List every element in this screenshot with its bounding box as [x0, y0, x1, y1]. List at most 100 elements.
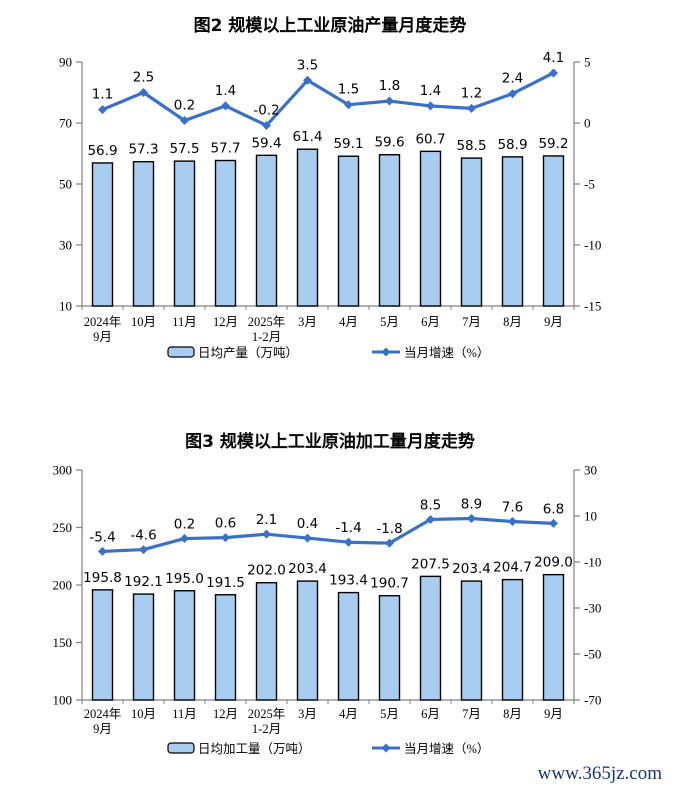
bar — [378, 594, 401, 701]
x-axis-label: 5月 — [380, 707, 399, 721]
bar-value-label: 202.0 — [247, 563, 286, 579]
line-value-label: 0.6 — [215, 516, 236, 532]
line-value-label: 1.5 — [338, 82, 359, 98]
line-value-label: 3.5 — [297, 57, 318, 73]
x-axis-label: 6月 — [421, 707, 440, 721]
chart-title: 图2 规模以上工业原油产量月度走势 — [194, 15, 467, 36]
line-value-label: 1.4 — [215, 83, 236, 99]
line-value-label: 2.5 — [133, 70, 154, 86]
left-axis-tick-label: 50 — [59, 177, 72, 192]
line-marker-diamond — [262, 120, 271, 130]
x-axis-label: 1-2月 — [252, 722, 281, 736]
line-value-label: -0.2 — [253, 102, 279, 118]
legend-line-marker-diamond — [381, 743, 391, 753]
x-axis-label: 2025年 — [248, 315, 286, 329]
right-axis-tick-label: -50 — [584, 647, 601, 662]
line-value-label: 7.6 — [502, 500, 523, 516]
x-axis-label: 7月 — [462, 315, 481, 329]
bar — [460, 580, 483, 701]
line-marker-diamond — [303, 533, 312, 543]
x-axis-label: 10月 — [131, 315, 156, 329]
line-marker-diamond — [303, 75, 312, 85]
line-marker-diamond — [426, 101, 435, 111]
bar — [419, 575, 442, 701]
right-axis-tick-label: -15 — [584, 299, 601, 314]
right-axis-tick-label: -10 — [584, 238, 601, 253]
x-axis-label: 3月 — [298, 315, 317, 329]
line-value-label: 1.1 — [92, 87, 113, 103]
line-value-label: 4.1 — [543, 50, 564, 66]
x-axis-label: 1-2月 — [252, 330, 281, 344]
line-marker-diamond — [467, 103, 476, 113]
x-axis-label: 3月 — [298, 707, 317, 721]
line-marker-diamond — [385, 96, 394, 106]
x-axis-label: 9月 — [93, 722, 112, 736]
bar — [255, 581, 278, 701]
x-axis-label: 9月 — [544, 707, 563, 721]
line-marker-diamond — [344, 100, 353, 110]
line-value-label: 2.1 — [256, 512, 277, 528]
right-axis-tick-label: 10 — [584, 509, 597, 524]
legend-line-label: 当月增速（%） — [404, 741, 489, 756]
line-marker-diamond — [221, 533, 230, 543]
bar — [337, 155, 360, 307]
bar — [296, 580, 319, 701]
legend-bar-swatch — [167, 346, 195, 358]
bar-value-label: 57.7 — [210, 141, 240, 157]
bar-value-label: 204.7 — [493, 560, 532, 576]
right-axis-tick-label: -30 — [584, 601, 601, 616]
bar — [214, 159, 237, 307]
line-value-label: 0.4 — [297, 516, 318, 532]
bar — [296, 148, 319, 307]
line-value-label: 1.8 — [379, 78, 400, 94]
line-value-label: -4.6 — [130, 528, 156, 544]
bar-value-label: 191.5 — [206, 575, 245, 591]
left-axis-tick-label: 250 — [53, 520, 73, 535]
line-marker-diamond — [139, 88, 148, 97]
bar-value-label: 59.1 — [333, 136, 363, 152]
line-marker-diamond — [508, 89, 517, 99]
bar-value-label: 57.5 — [169, 141, 199, 157]
x-axis-label: 12月 — [213, 315, 238, 329]
x-axis-label: 2024年 — [84, 315, 122, 329]
left-axis-tick-label: 100 — [53, 693, 73, 708]
line-marker-diamond — [221, 101, 230, 111]
crude-oil-production-chart: 图2 规模以上工业原油产量月度走势907050301050-5-10-1556.… — [59, 15, 601, 360]
line-marker-diamond — [549, 518, 558, 528]
x-axis-label: 8月 — [503, 707, 522, 721]
trend-line — [100, 71, 556, 128]
line-marker-diamond — [467, 514, 476, 524]
line-marker-diamond — [180, 116, 189, 126]
bar — [501, 156, 524, 307]
line-marker-diamond — [344, 537, 353, 547]
right-axis-tick-label: 0 — [584, 116, 591, 131]
line-value-label: 8.5 — [420, 497, 441, 513]
bar-value-label: 195.0 — [165, 571, 204, 587]
line-value-label: 8.9 — [461, 497, 482, 513]
bar-value-label: 193.4 — [329, 573, 368, 589]
right-axis-tick-label: -5 — [584, 177, 595, 192]
legend-bar-swatch — [167, 742, 195, 754]
bar-value-label: 203.4 — [288, 561, 327, 577]
x-axis-label: 2024年 — [84, 707, 122, 721]
line-marker-diamond — [549, 68, 558, 78]
bar — [173, 160, 196, 307]
bar — [91, 589, 114, 701]
bar — [337, 591, 360, 701]
x-axis-label: 4月 — [339, 315, 358, 329]
left-axis-tick-label: 150 — [53, 635, 73, 650]
bar — [255, 154, 278, 307]
bar — [419, 150, 442, 307]
left-axis-tick-label: 90 — [59, 55, 72, 70]
watermark-link[interactable]: www.365jz.com — [537, 763, 662, 784]
line-marker-diamond — [180, 534, 189, 544]
bar — [91, 162, 114, 307]
left-axis-tick-label: 200 — [53, 578, 73, 593]
x-axis-label: 11月 — [172, 707, 197, 721]
legend-line-marker-diamond — [381, 347, 391, 357]
trend-line — [100, 516, 556, 554]
line-value-label: 2.4 — [502, 71, 523, 87]
line-marker-diamond — [98, 546, 107, 556]
legend-line-label: 当月增速（%） — [404, 345, 489, 360]
